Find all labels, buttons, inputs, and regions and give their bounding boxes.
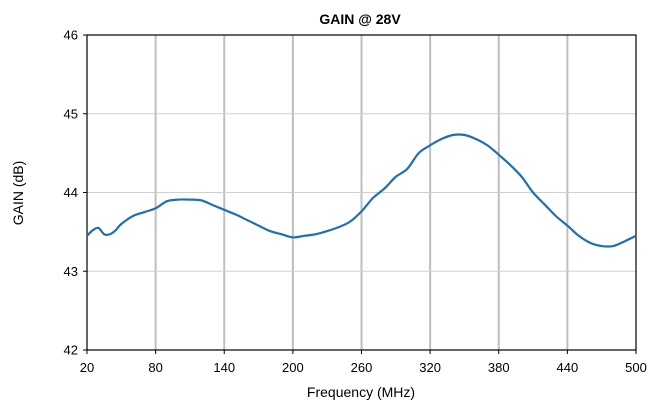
x-tick-label: 260 [351, 360, 373, 375]
x-tick-label: 140 [213, 360, 235, 375]
x-tick-label: 440 [557, 360, 579, 375]
y-tick-label: 42 [64, 343, 78, 358]
y-tick-label: 44 [64, 185, 78, 200]
y-tick-label: 43 [64, 264, 78, 279]
y-axis-ticks: 42 43 44 45 46 [64, 28, 87, 358]
y-tick-label: 46 [64, 28, 78, 43]
y-tick-label: 45 [64, 106, 78, 121]
x-tick-label: 500 [625, 360, 647, 375]
x-axis-label: Frequency (MHz) [307, 384, 415, 400]
x-tick-label: 380 [488, 360, 510, 375]
x-tick-label: 80 [148, 360, 162, 375]
series-group [86, 133, 637, 248]
x-tick-label: 200 [282, 360, 304, 375]
gain-series-line [86, 133, 637, 248]
x-axis-ticks: 20 80 140 200 260 320 380 440 500 [80, 350, 647, 375]
chart-title: GAIN @ 28V [319, 11, 401, 27]
x-tick-label: 20 [80, 360, 94, 375]
y-axis-label: GAIN (dB) [10, 161, 26, 226]
x-tick-label: 320 [419, 360, 441, 375]
grid-lines [87, 35, 636, 350]
